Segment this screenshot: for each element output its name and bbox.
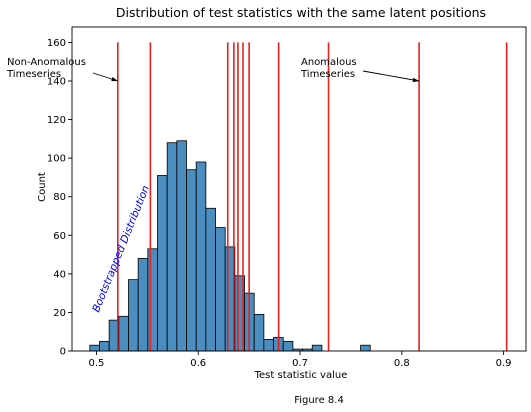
plot-axes: 0 20 40 60 80 100 120 140 160 0.5 0.6 0.7 0.8 0.9 bbox=[47, 26, 527, 369]
annotation-line: Timeseries bbox=[300, 69, 355, 80]
y-tick-label: 40 bbox=[53, 269, 66, 280]
anomalous-arrow bbox=[362, 70, 420, 83]
x-tick-label: 0.9 bbox=[496, 358, 512, 369]
histogram-bar bbox=[360, 344, 371, 352]
figure-caption: Figure 8.4 bbox=[294, 395, 344, 406]
y-tick-label: 100 bbox=[47, 154, 66, 165]
y-tick-label: 20 bbox=[53, 308, 66, 319]
y-tick-label: 60 bbox=[53, 231, 66, 242]
histogram-bar bbox=[253, 313, 265, 352]
histogram-bar bbox=[311, 344, 323, 352]
non-anomalous-annotation: Non-Anomalous Timeseries bbox=[6, 57, 86, 80]
annotation-line: Non-Anomalous bbox=[7, 57, 86, 68]
histogram-bar bbox=[137, 258, 149, 352]
y-tick-label: 160 bbox=[47, 38, 66, 49]
y-tick-label: 0 bbox=[60, 347, 66, 358]
annotation-line: Timeseries bbox=[6, 69, 61, 80]
x-axis-label: Test statistic value bbox=[254, 370, 348, 381]
x-tick-label: 0.8 bbox=[394, 358, 410, 369]
axes-frame bbox=[71, 26, 527, 352]
y-tick-label: 80 bbox=[53, 192, 66, 203]
histogram-bar bbox=[186, 169, 197, 352]
y-tick-label: 140 bbox=[47, 77, 66, 88]
anomalous-annotation: Anomalous Timeseries bbox=[300, 57, 357, 80]
y-tick-label: 120 bbox=[47, 115, 66, 126]
histogram-bar bbox=[195, 161, 207, 352]
histogram-bar bbox=[282, 340, 294, 352]
histogram-bar bbox=[263, 339, 274, 352]
histogram-bar bbox=[157, 175, 168, 352]
histogram-bar bbox=[118, 315, 129, 352]
histogram-bar bbox=[147, 248, 158, 352]
histogram-bar bbox=[205, 207, 216, 352]
x-tick-label: 0.7 bbox=[292, 358, 308, 369]
histogram-bar bbox=[99, 340, 110, 352]
histogram-bar bbox=[176, 140, 187, 352]
histogram-bar bbox=[166, 142, 178, 352]
anomaly-lines bbox=[117, 42, 508, 351]
chart-title: Distribution of test statistics with the… bbox=[116, 5, 486, 20]
x-tick-label: 0.5 bbox=[88, 358, 104, 369]
x-tick-label: 0.6 bbox=[190, 358, 206, 369]
y-axis-label: Count bbox=[37, 172, 48, 202]
non-anomalous-arrow bbox=[92, 72, 118, 82]
histogram-bar bbox=[215, 227, 226, 352]
histogram-bar bbox=[128, 279, 139, 352]
histogram-bar bbox=[89, 344, 100, 352]
annotation-line: Anomalous bbox=[301, 57, 357, 68]
